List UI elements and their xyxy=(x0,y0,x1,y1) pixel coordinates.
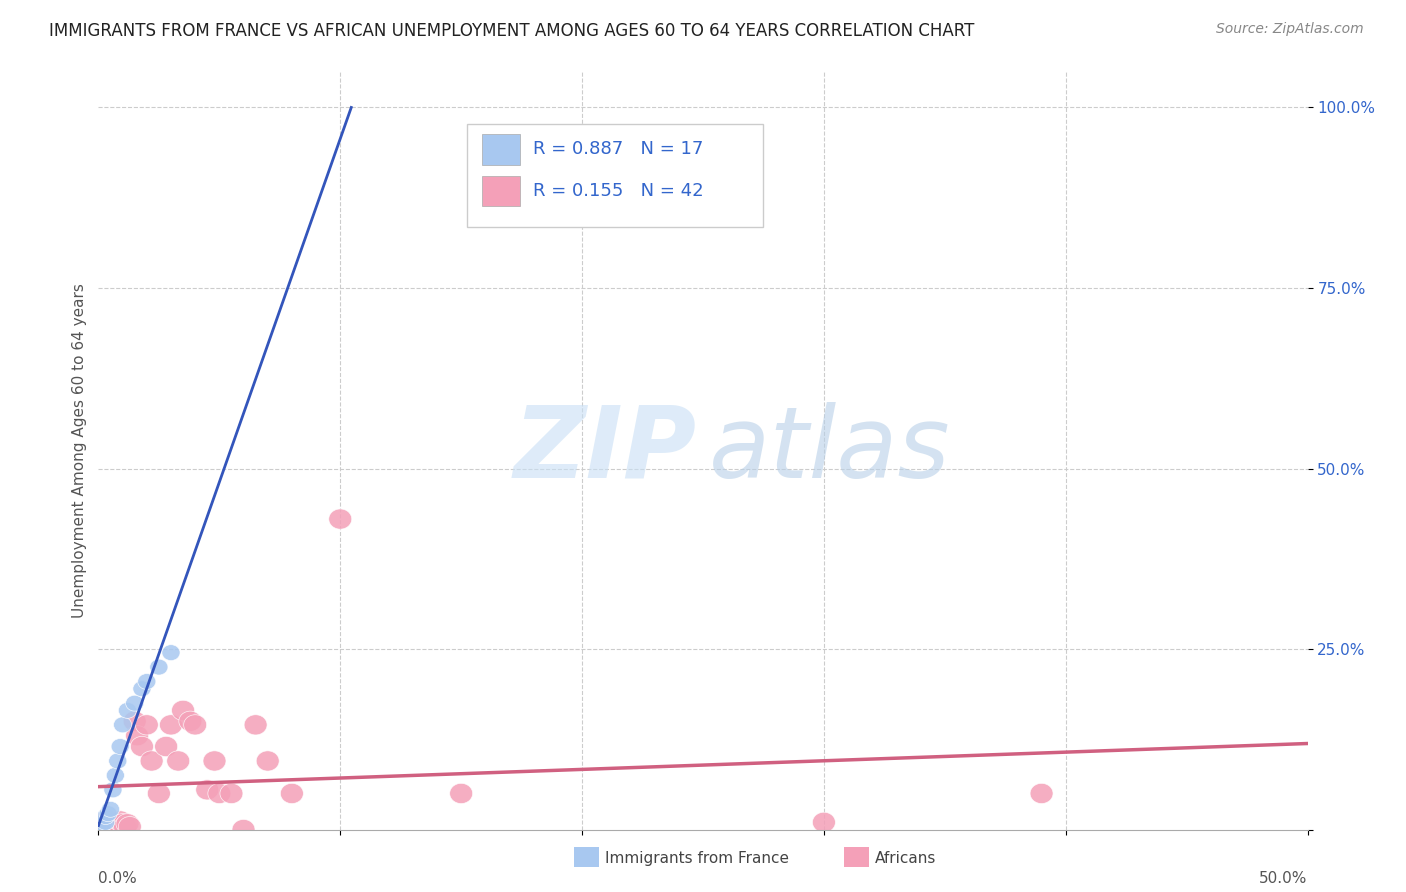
Ellipse shape xyxy=(97,809,115,824)
Ellipse shape xyxy=(138,673,156,690)
Ellipse shape xyxy=(91,818,110,834)
Ellipse shape xyxy=(94,811,117,831)
Ellipse shape xyxy=(219,783,243,804)
Ellipse shape xyxy=(108,811,132,831)
Ellipse shape xyxy=(111,739,129,755)
Ellipse shape xyxy=(150,659,167,675)
FancyBboxPatch shape xyxy=(482,176,520,206)
Ellipse shape xyxy=(155,737,177,756)
Ellipse shape xyxy=(107,767,124,783)
Text: atlas: atlas xyxy=(709,402,950,499)
Ellipse shape xyxy=(148,783,170,804)
Ellipse shape xyxy=(232,820,254,839)
Ellipse shape xyxy=(195,780,219,800)
Text: ZIP: ZIP xyxy=(515,402,697,499)
Ellipse shape xyxy=(114,816,136,837)
Ellipse shape xyxy=(104,782,122,797)
Ellipse shape xyxy=(90,817,112,838)
Ellipse shape xyxy=(98,816,122,837)
Ellipse shape xyxy=(115,814,139,834)
Ellipse shape xyxy=(94,815,117,835)
Ellipse shape xyxy=(118,816,142,837)
Ellipse shape xyxy=(208,783,231,804)
Ellipse shape xyxy=(256,751,280,771)
Ellipse shape xyxy=(114,717,132,733)
Ellipse shape xyxy=(1031,783,1053,804)
Ellipse shape xyxy=(125,725,149,746)
Ellipse shape xyxy=(202,751,226,771)
Ellipse shape xyxy=(162,645,180,661)
Ellipse shape xyxy=(101,801,120,817)
Text: Immigrants from France: Immigrants from France xyxy=(605,851,789,865)
Ellipse shape xyxy=(118,703,136,718)
Ellipse shape xyxy=(111,814,134,834)
Ellipse shape xyxy=(91,816,115,837)
Ellipse shape xyxy=(124,711,146,731)
Ellipse shape xyxy=(179,711,202,731)
Ellipse shape xyxy=(167,751,190,771)
Ellipse shape xyxy=(101,814,124,834)
Ellipse shape xyxy=(131,737,153,756)
Ellipse shape xyxy=(107,815,129,835)
Ellipse shape xyxy=(135,714,159,735)
Text: 0.0%: 0.0% xyxy=(98,871,138,887)
Ellipse shape xyxy=(97,815,120,835)
Ellipse shape xyxy=(98,805,117,822)
Text: 50.0%: 50.0% xyxy=(1260,871,1308,887)
Ellipse shape xyxy=(813,813,835,832)
Ellipse shape xyxy=(245,714,267,735)
Ellipse shape xyxy=(97,814,115,830)
Ellipse shape xyxy=(141,751,163,771)
Ellipse shape xyxy=(97,811,120,831)
Ellipse shape xyxy=(90,814,112,834)
Ellipse shape xyxy=(125,695,143,711)
Ellipse shape xyxy=(184,714,207,735)
Text: IMMIGRANTS FROM FRANCE VS AFRICAN UNEMPLOYMENT AMONG AGES 60 TO 64 YEARS CORRELA: IMMIGRANTS FROM FRANCE VS AFRICAN UNEMPL… xyxy=(49,22,974,40)
Ellipse shape xyxy=(450,783,472,804)
Ellipse shape xyxy=(94,816,112,831)
FancyBboxPatch shape xyxy=(467,124,763,227)
Ellipse shape xyxy=(108,753,127,769)
Text: R = 0.155   N = 42: R = 0.155 N = 42 xyxy=(533,182,703,200)
Ellipse shape xyxy=(172,700,194,721)
Text: R = 0.887   N = 17: R = 0.887 N = 17 xyxy=(533,140,703,159)
Ellipse shape xyxy=(134,681,150,697)
Text: Africans: Africans xyxy=(875,851,936,865)
Y-axis label: Unemployment Among Ages 60 to 64 years: Unemployment Among Ages 60 to 64 years xyxy=(72,283,87,618)
Ellipse shape xyxy=(159,714,183,735)
Ellipse shape xyxy=(91,813,115,832)
Ellipse shape xyxy=(280,783,304,804)
Ellipse shape xyxy=(104,813,127,832)
Ellipse shape xyxy=(329,509,352,529)
Ellipse shape xyxy=(98,813,122,832)
Text: Source: ZipAtlas.com: Source: ZipAtlas.com xyxy=(1216,22,1364,37)
FancyBboxPatch shape xyxy=(482,135,520,165)
